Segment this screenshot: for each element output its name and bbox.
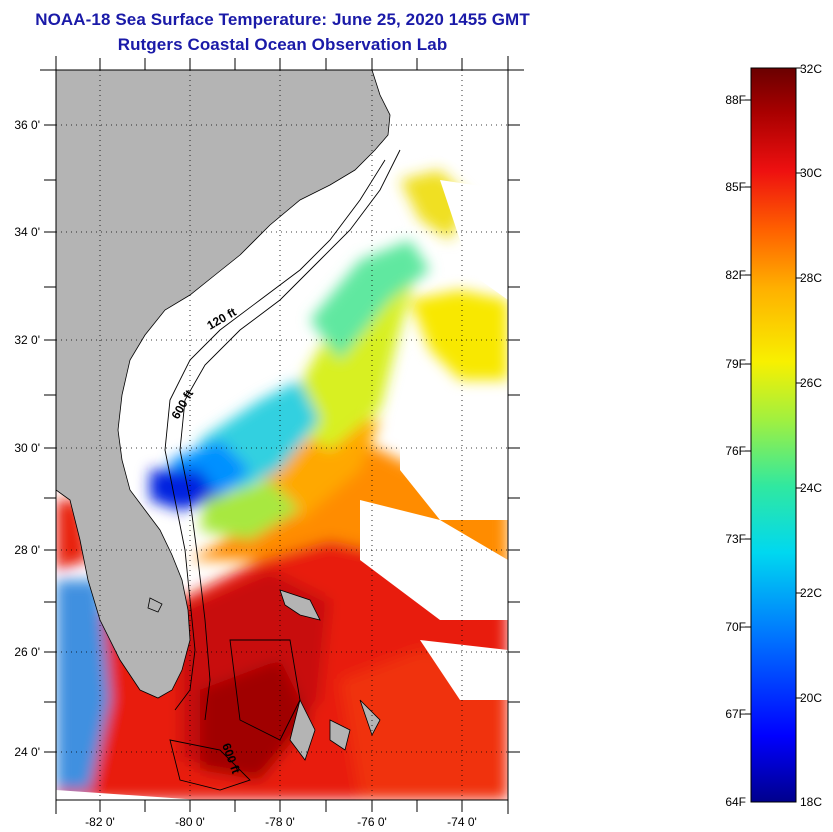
cbar-f-70: 70F [725,620,746,634]
lat-label-30: 30 0' [14,441,40,455]
cbar-f-79: 79F [725,357,746,371]
cbar-f-82: 82F [725,268,746,282]
lon-label-78: -78 0' [265,815,295,829]
lat-label-26: 26 0' [14,645,40,659]
title-line-2: Rutgers Coastal Ocean Observation Lab [117,35,448,54]
lat-label-32: 32 0' [14,333,40,347]
map-frame [55,69,509,801]
cbar-c-28: 28C [800,271,822,285]
cbar-c-30: 30C [800,166,822,180]
lat-label-34: 34 0' [14,225,40,239]
lat-label-28: 28 0' [14,543,40,557]
lat-label-24: 24 0' [14,745,40,759]
cbar-f-76: 76F [725,444,746,458]
lon-label-82: -82 0' [85,815,115,829]
color-bar [750,67,797,803]
lon-label-76: -76 0' [357,815,387,829]
cbar-c-32: 32C [800,62,822,76]
title-line-1: NOAA-18 Sea Surface Temperature: June 25… [35,10,530,29]
color-bar-ticks [745,67,802,715]
cbar-f-64: 64F [725,795,746,809]
cbar-c-26: 26C [800,376,822,390]
graticule [56,70,508,800]
cbar-c-22: 22C [800,586,822,600]
cloud-patches [56,70,508,800]
bahamas-islands [147,589,381,761]
lon-label-74: -74 0' [447,815,477,829]
cbar-f-67: 67F [725,707,746,721]
lon-label-80: -80 0' [175,815,205,829]
tick-marks [40,56,524,814]
lat-label-36: 36 0' [14,118,40,132]
cbar-f-73: 73F [725,532,746,546]
cbar-c-18: 18C [800,795,822,809]
cbar-f-85: 85F [725,180,746,194]
land-mass [56,70,391,699]
cbar-f-88: 88F [725,93,746,107]
cbar-c-24: 24C [800,481,822,495]
cbar-c-20: 20C [800,691,822,705]
